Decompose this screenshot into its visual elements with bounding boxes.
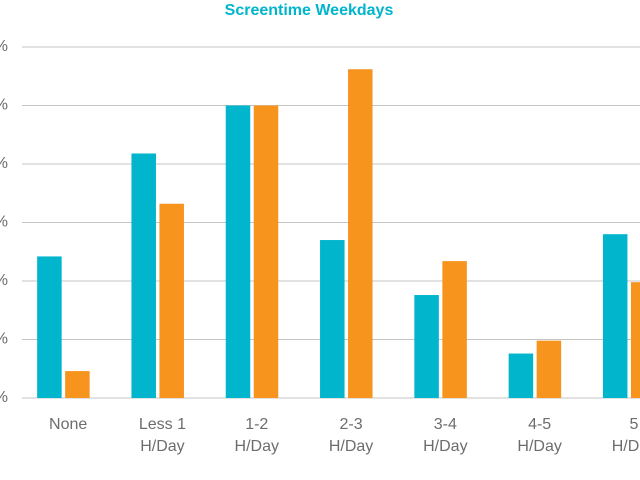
bar [37,256,62,398]
bar [320,240,345,398]
x-tick-label: 4-5 [528,416,551,433]
chart-title: Screentime Weekdays [225,2,394,19]
bar [602,234,628,398]
bar [630,282,640,398]
x-tick-label: H/Day [140,438,184,455]
x-tick-label: Less 1 [139,416,186,433]
y-tick-label: % [0,97,8,114]
bar [225,105,251,398]
y-tick-label: % [0,214,8,231]
x-tick-label: 1-2 [245,416,268,433]
x-tick-label: H/Day [329,438,373,455]
bar [253,105,279,398]
x-tick-label: 3-4 [434,416,457,433]
bar [536,340,562,398]
x-tick-label: H/Day [612,438,640,455]
bar [414,295,439,398]
x-tick-label: 5 [629,416,638,433]
x-tick-label: H/Day [517,438,561,455]
y-tick-label: % [0,331,8,348]
x-tick-label: H/Day [235,438,279,455]
y-tick-label: % [0,38,8,55]
bar [131,153,156,398]
bar [159,203,184,398]
y-tick-label: % [0,389,8,406]
bar [348,69,373,398]
x-tick-label: 2-3 [339,416,362,433]
x-tick-label: None [49,416,87,433]
bar [508,353,534,398]
bar [442,261,467,398]
bar [65,371,90,398]
y-tick-label: % [0,155,8,172]
x-tick-label: H/Day [423,438,467,455]
y-tick-label: % [0,272,8,289]
